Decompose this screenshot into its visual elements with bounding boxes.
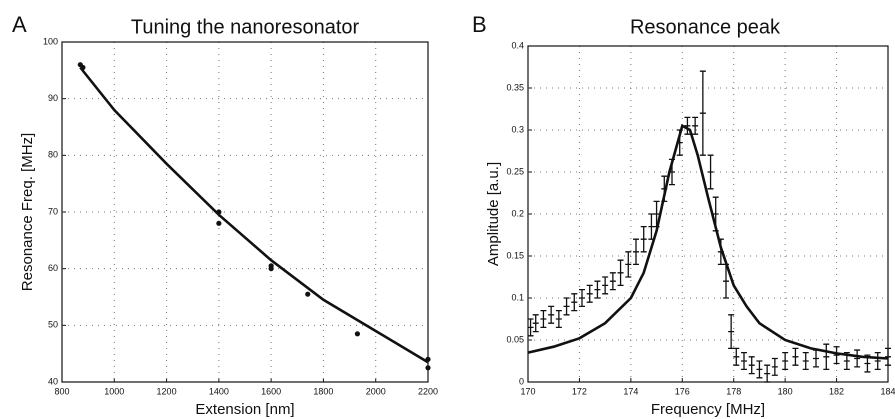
x-tick-label: 1200 (157, 386, 177, 396)
error-bar (571, 293, 578, 312)
error-bar (741, 351, 747, 371)
y-tick-label: 0.15 (506, 250, 524, 260)
x-tick-label: 184 (880, 386, 895, 396)
y-tick-label: 0.25 (506, 166, 524, 176)
chart-title: Resonance peak (630, 16, 781, 38)
error-bar (669, 158, 675, 186)
error-bar (699, 70, 706, 156)
error-bar (864, 354, 871, 373)
error-bar (676, 129, 683, 156)
x-tick-label: 176 (675, 386, 690, 396)
error-bar (813, 349, 819, 368)
y-tick-label: 0.4 (511, 40, 524, 50)
x-tick-label: 2000 (366, 386, 386, 396)
x-axis-label: Frequency [MHz] (651, 401, 765, 418)
y-axis-label: Amplitude [a.u.] (485, 162, 502, 266)
error-bar (823, 343, 830, 371)
error-bar (756, 360, 763, 379)
plot-frame (527, 45, 889, 383)
error-bar (707, 154, 714, 190)
error-bar (602, 276, 609, 295)
x-tick-label: 1400 (209, 386, 229, 396)
error-bar (802, 351, 809, 371)
error-bar (833, 346, 840, 365)
x-tick-label: 1600 (261, 386, 281, 396)
y-axis-label: Resonance Freq. [MHz] (19, 133, 36, 291)
error-bar (733, 347, 740, 366)
x-tick-label: 172 (572, 386, 587, 396)
error-bar (843, 351, 850, 371)
error-bar (717, 238, 724, 266)
data-point (305, 291, 311, 297)
error-bar (609, 272, 616, 291)
x-tick-label: 1000 (104, 386, 124, 396)
error-bar (540, 309, 547, 329)
panel-label: B (472, 12, 487, 37)
chart-title: Tuning the nanoresonator (131, 16, 360, 38)
x-tick-label: 180 (778, 386, 793, 396)
error-bar (594, 280, 601, 299)
y-tick-label: 90 (48, 93, 58, 103)
error-bar (764, 364, 771, 383)
data-point (354, 331, 361, 337)
y-tick-label: 0.2 (511, 208, 524, 218)
x-tick-label: 800 (54, 386, 69, 396)
error-bar (728, 314, 735, 350)
data-point (268, 266, 274, 272)
error-bar (874, 351, 881, 371)
y-tick-label: 60 (48, 263, 58, 273)
error-bar (792, 347, 799, 366)
error-bar (532, 314, 539, 333)
y-tick-label: 100 (43, 36, 58, 46)
error-bar (527, 318, 534, 337)
error-bar (625, 251, 632, 278)
x-tick-label: 2200 (418, 386, 438, 396)
error-bar (854, 349, 861, 368)
error-bar (748, 356, 755, 375)
y-tick-label: 0 (519, 376, 524, 386)
x-tick-label: 178 (726, 386, 741, 396)
error-bar (723, 263, 729, 299)
x-tick-label: 1800 (313, 386, 333, 396)
error-bar (579, 288, 585, 308)
data-point (425, 365, 431, 371)
error-bar (586, 284, 593, 303)
y-tick-label: 0.35 (506, 82, 524, 92)
y-tick-label: 0.1 (511, 292, 524, 302)
plot-frame (61, 41, 429, 383)
y-tick-label: 0.3 (511, 124, 524, 134)
x-tick-label: 182 (829, 386, 844, 396)
error-bar (692, 116, 699, 135)
y-tick-label: 80 (48, 150, 58, 160)
data-point (216, 220, 222, 226)
error-bar (782, 351, 789, 371)
error-bar (640, 225, 647, 253)
error-bar (771, 357, 778, 376)
x-axis-label: Extension [nm] (195, 401, 294, 418)
y-tick-label: 0.05 (506, 334, 524, 344)
error-bar (563, 297, 570, 316)
error-bar (617, 259, 624, 287)
error-bar (633, 238, 639, 266)
error-bar (548, 305, 555, 324)
x-tick-label: 174 (623, 386, 638, 396)
error-bar (555, 309, 562, 329)
panel-label: A (12, 12, 27, 37)
y-tick-label: 40 (48, 376, 58, 386)
y-tick-label: 70 (48, 206, 58, 216)
error-bar (648, 213, 655, 240)
fit-line (79, 66, 429, 364)
x-tick-label: 170 (520, 386, 535, 396)
fit-line (527, 123, 889, 360)
error-bar (684, 116, 691, 135)
y-tick-label: 50 (48, 320, 58, 330)
error-bar (885, 347, 891, 366)
